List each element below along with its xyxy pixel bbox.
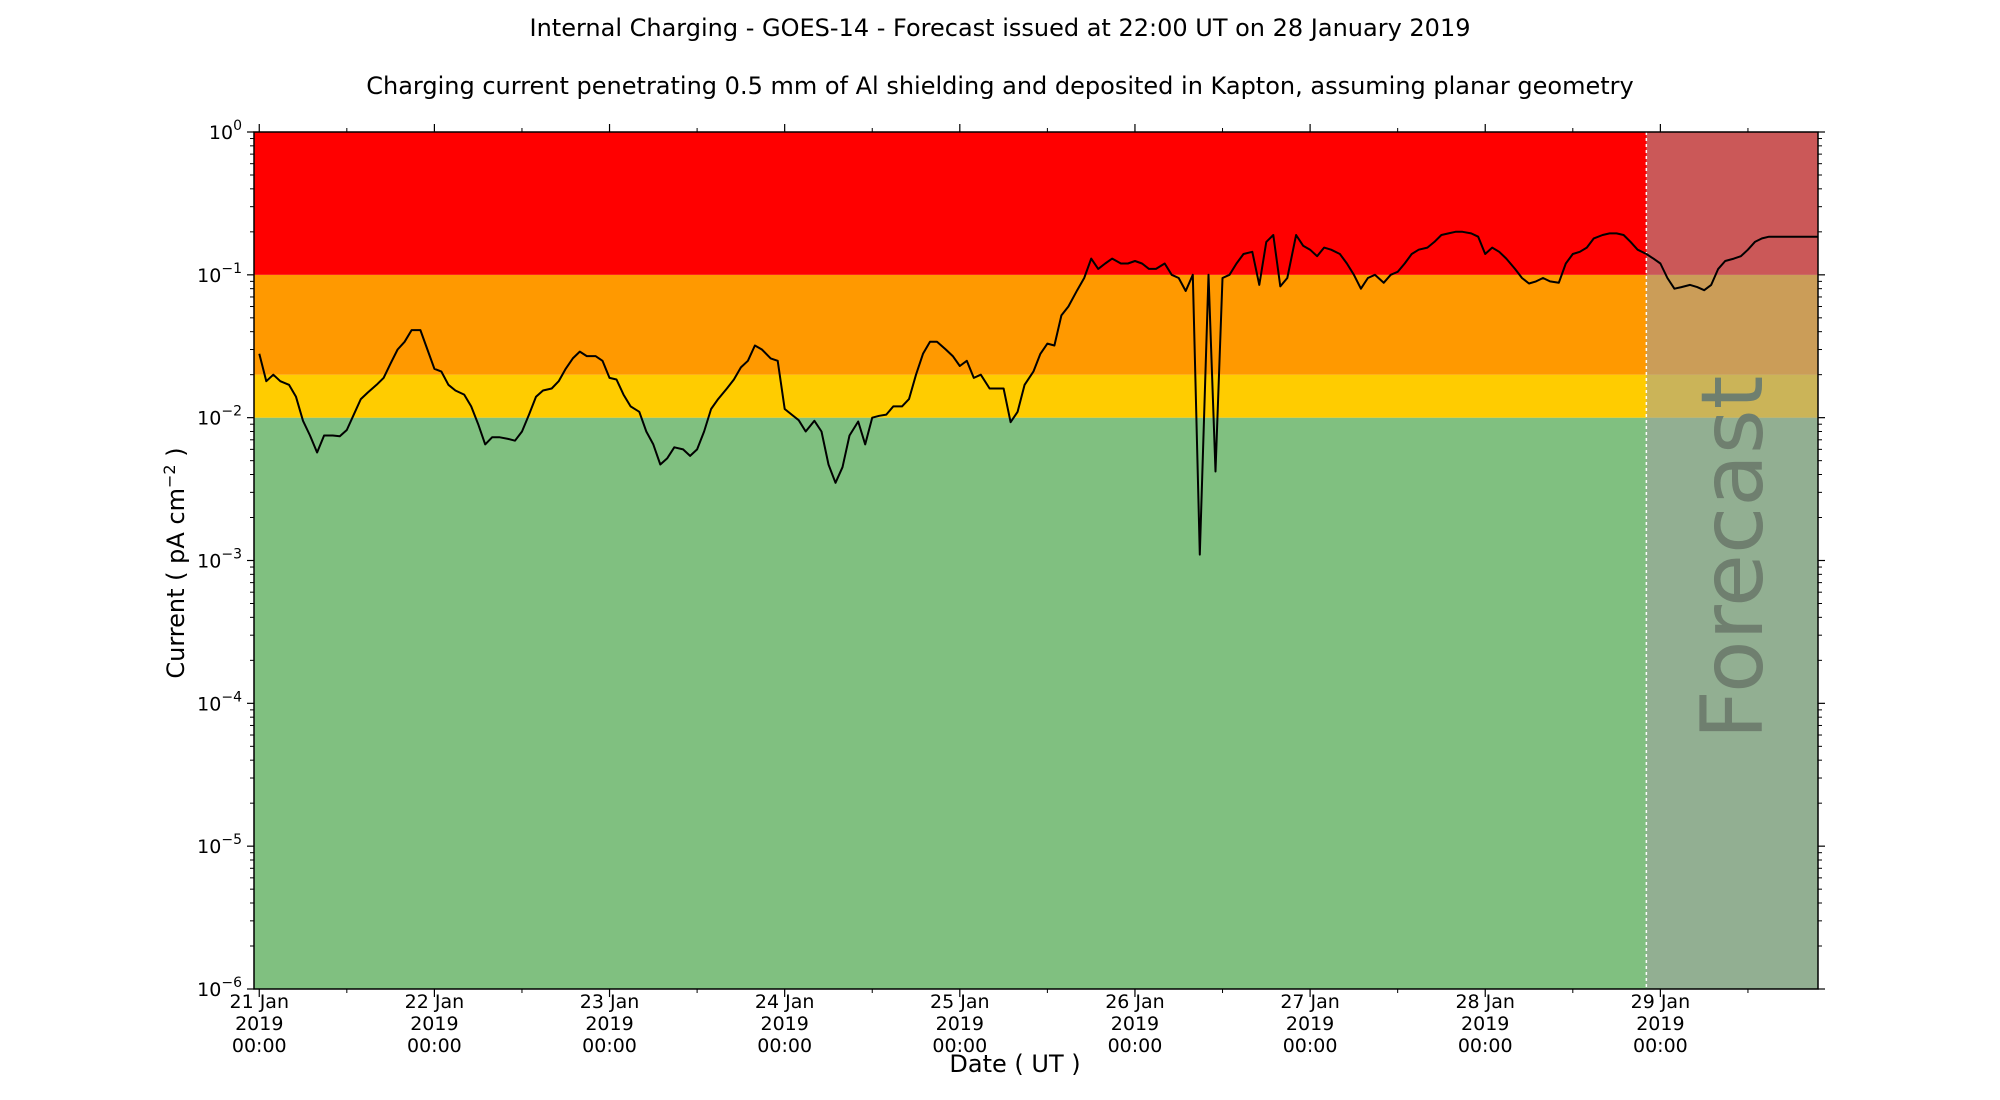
x-tick-label: 2019 <box>760 1013 808 1035</box>
x-tick-label: 21 Jan <box>229 991 289 1013</box>
x-tick-label: 2019 <box>1461 1013 1509 1035</box>
y-tick-label: 10−3 <box>197 547 242 573</box>
forecast-region <box>1646 132 1818 989</box>
x-tick-label: 00:00 <box>1108 1035 1163 1057</box>
chart-subtitle: Charging current penetrating 0.5 mm of A… <box>366 72 1634 100</box>
x-tick-label: 27 Jan <box>1280 991 1340 1013</box>
risk-band-3 <box>254 132 1818 275</box>
x-tick-label: 2019 <box>235 1013 283 1035</box>
forecast-label: Forecast <box>1683 376 1783 740</box>
risk-band-2 <box>254 274 1818 375</box>
x-tick-label: 2019 <box>1636 1013 1684 1035</box>
x-tick-label: 2019 <box>585 1013 633 1035</box>
x-tick-label: 2019 <box>410 1013 458 1035</box>
x-tick-label: 00:00 <box>1633 1035 1688 1057</box>
chart-title: Internal Charging - GOES-14 - Forecast i… <box>529 14 1471 42</box>
x-tick-label: 26 Jan <box>1105 991 1165 1013</box>
x-tick-label: 00:00 <box>1283 1035 1338 1057</box>
risk-band-1 <box>254 374 1818 418</box>
x-tick-label: 2019 <box>1111 1013 1159 1035</box>
x-tick-label: 28 Jan <box>1455 991 1515 1013</box>
x-tick-label: 2019 <box>936 1013 984 1035</box>
x-tick-label: 23 Jan <box>580 991 640 1013</box>
y-tick-label: 10−6 <box>197 975 242 1001</box>
y-tick-label: 10−1 <box>197 261 242 287</box>
y-tick-label: 100 <box>209 118 242 144</box>
x-tick-label: 00:00 <box>932 1035 987 1057</box>
x-tick-label: 00:00 <box>582 1035 637 1057</box>
risk-band-0 <box>254 417 1818 990</box>
y-tick-label: 10−5 <box>197 832 242 858</box>
current-series-line <box>258 230 1818 556</box>
x-tick-label: 22 Jan <box>405 991 465 1013</box>
x-axis-label: Date ( UT ) <box>949 1050 1081 1078</box>
x-tick-label: 2019 <box>1286 1013 1334 1035</box>
x-tick-label: 00:00 <box>757 1035 812 1057</box>
y-tick-label: 10−2 <box>197 404 242 430</box>
x-tick-label: 00:00 <box>1458 1035 1513 1057</box>
y-axis-label: Current ( pA cm−2 ) <box>160 447 190 679</box>
x-tick-label: 00:00 <box>232 1035 287 1057</box>
x-tick-label: 24 Jan <box>755 991 815 1013</box>
y-tick-label: 10−4 <box>197 689 242 715</box>
x-tick-label: 29 Jan <box>1631 991 1691 1013</box>
x-tick-label: 00:00 <box>407 1035 462 1057</box>
x-tick-label: 25 Jan <box>930 991 990 1013</box>
